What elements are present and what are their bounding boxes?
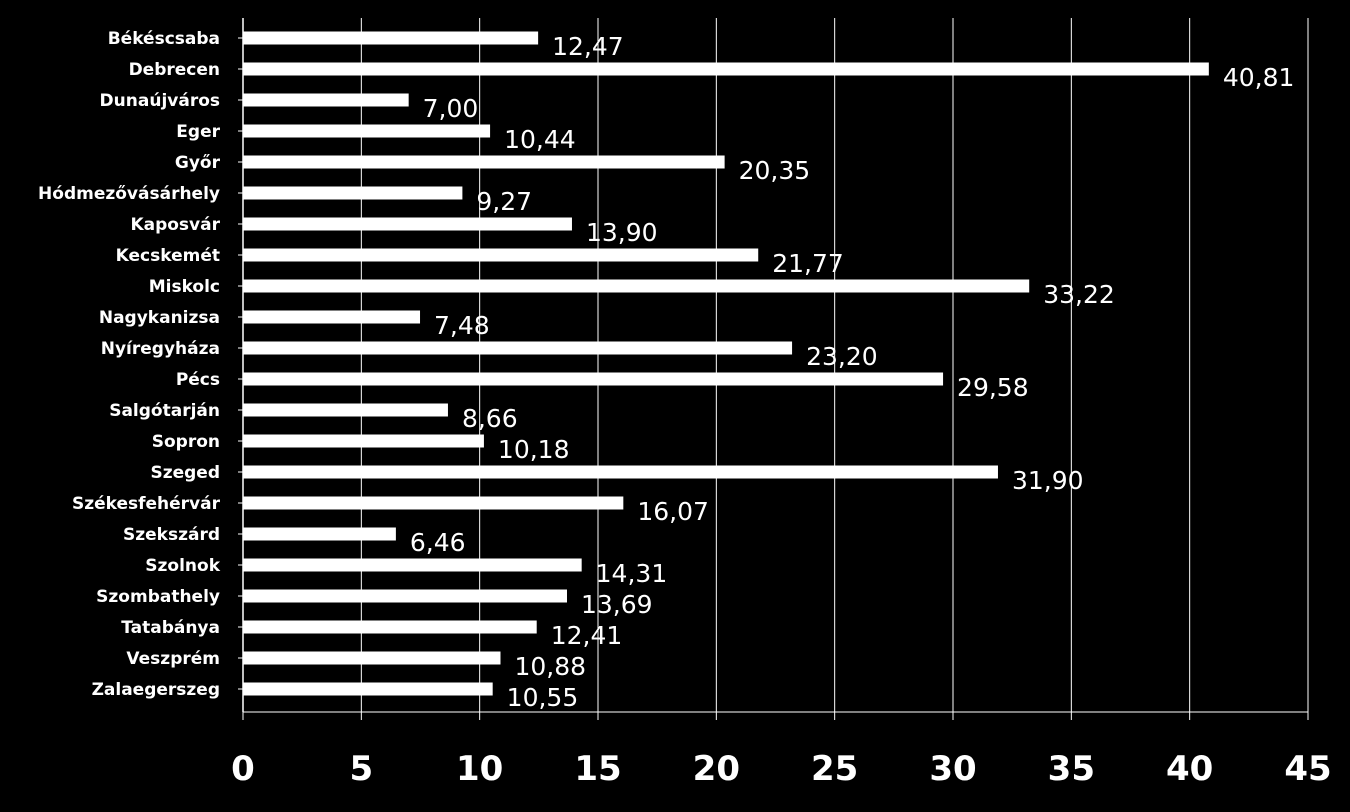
data-label: 33,22 xyxy=(1043,280,1115,309)
category-label: Szeged xyxy=(150,463,220,483)
category-label: Győr xyxy=(175,153,221,173)
bar xyxy=(243,279,1030,293)
x-tick-label: 15 xyxy=(574,749,621,789)
data-label: 14,31 xyxy=(596,559,668,588)
bar xyxy=(243,186,463,200)
category-label: Eger xyxy=(176,122,220,142)
category-label: Salgótarján xyxy=(109,401,220,421)
bar xyxy=(243,155,725,169)
category-label: Kaposvár xyxy=(130,215,220,235)
bar xyxy=(243,217,572,231)
category-label: Kecskemét xyxy=(116,246,220,266)
data-label: 10,55 xyxy=(507,683,579,712)
data-label: 23,20 xyxy=(806,342,878,371)
data-label: 12,41 xyxy=(551,621,623,650)
x-tick-label: 45 xyxy=(1284,749,1331,789)
x-tick-label: 40 xyxy=(1166,749,1213,789)
data-label: 9,27 xyxy=(476,187,532,216)
category-label: Sopron xyxy=(152,432,220,452)
bar xyxy=(243,372,944,386)
labels: 0 5 10 15 20 25 30 35 40 45 Békéscsaba 12,47 Debrece… xyxy=(38,29,1332,789)
x-tick-label: 25 xyxy=(811,749,858,789)
bar xyxy=(243,651,501,665)
category-label: Pécs xyxy=(176,370,220,390)
x-tick-label: 5 xyxy=(349,749,373,789)
bar xyxy=(243,124,491,138)
category-label: Székesfehérvár xyxy=(72,494,221,514)
bar xyxy=(243,527,396,541)
bar xyxy=(243,403,448,417)
data-label: 20,35 xyxy=(739,156,811,185)
data-label: 16,07 xyxy=(637,497,709,526)
category-label: Veszprém xyxy=(126,649,220,669)
category-label: Debrecen xyxy=(129,60,220,80)
bar xyxy=(243,310,421,324)
data-label: 7,00 xyxy=(423,94,479,123)
data-label: 13,69 xyxy=(581,590,653,619)
bar xyxy=(243,682,493,696)
category-label: Szolnok xyxy=(145,556,220,576)
data-label: 10,44 xyxy=(504,125,576,154)
category-label: Hódmezővásárhely xyxy=(38,184,220,204)
x-tick-label: 30 xyxy=(929,749,976,789)
bars xyxy=(243,31,1209,696)
category-label: Dunaújváros xyxy=(100,91,220,111)
category-label: Szombathely xyxy=(96,587,220,607)
bar xyxy=(243,589,567,603)
data-label: 29,58 xyxy=(957,373,1029,402)
bar xyxy=(243,496,624,510)
data-label: 10,88 xyxy=(514,652,586,681)
bar xyxy=(243,62,1209,76)
bar xyxy=(243,558,582,572)
data-label: 8,66 xyxy=(462,404,518,433)
bar xyxy=(243,31,539,45)
data-label: 21,77 xyxy=(772,249,844,278)
data-label: 7,48 xyxy=(434,311,490,340)
category-label: Nyíregyháza xyxy=(101,339,220,359)
data-label: 6,46 xyxy=(410,528,466,557)
bar xyxy=(243,341,793,355)
category-label: Szekszárd xyxy=(123,525,220,545)
data-label: 12,47 xyxy=(552,32,624,61)
bar xyxy=(243,248,759,262)
x-tick-label: 35 xyxy=(1048,749,1095,789)
category-label: Békéscsaba xyxy=(108,29,220,49)
bar xyxy=(243,434,484,448)
x-tick-label: 10 xyxy=(456,749,503,789)
data-label: 31,90 xyxy=(1012,466,1084,495)
bar xyxy=(243,465,998,479)
data-label: 10,18 xyxy=(498,435,570,464)
bar xyxy=(243,620,537,634)
data-label: 13,90 xyxy=(586,218,658,247)
x-tick-label: 0 xyxy=(231,749,255,789)
category-label: Nagykanizsa xyxy=(99,308,220,328)
axes xyxy=(238,18,1309,720)
x-tick-label: 20 xyxy=(693,749,740,789)
data-label: 40,81 xyxy=(1223,63,1295,92)
bar xyxy=(243,93,409,107)
category-label: Tatabánya xyxy=(121,618,220,638)
category-label: Zalaegerszeg xyxy=(92,680,220,700)
category-label: Miskolc xyxy=(149,277,220,297)
